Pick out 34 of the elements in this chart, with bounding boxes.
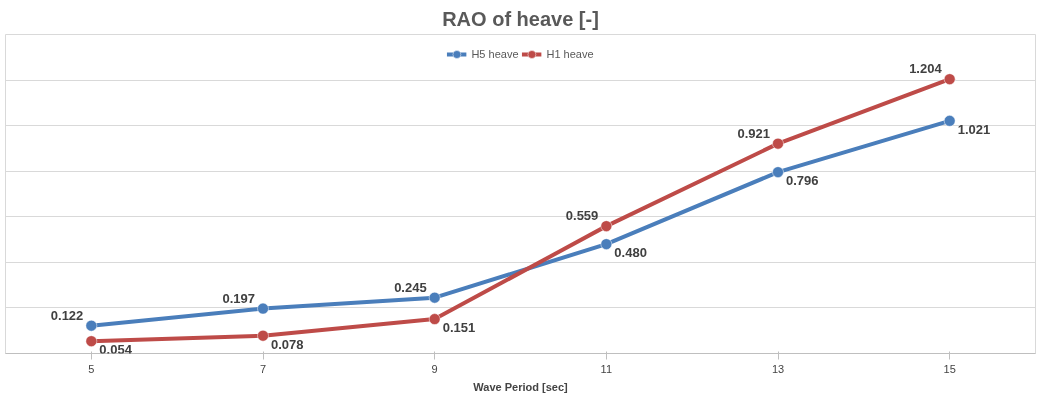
point (257, 329, 269, 342)
point (772, 166, 784, 178)
data-label: 0.245 (394, 279, 427, 295)
x-tick-label: 13 (771, 362, 785, 375)
point (943, 115, 956, 127)
data-label: 0.151 (442, 320, 476, 336)
x-tick-label: 5 (88, 362, 95, 375)
legend-label: H1 heave (546, 48, 594, 60)
data-label: 0.480 (614, 245, 647, 261)
x-axis-title: Wave Period [sec] (473, 380, 569, 393)
point (85, 335, 98, 347)
data-label: 1.021 (957, 121, 991, 137)
data-label: 0.559 (565, 208, 599, 224)
point (600, 238, 613, 250)
x-tick-label: 15 (943, 362, 956, 375)
data-label: 0.078 (271, 336, 304, 352)
x-tick-label: 7 (259, 362, 267, 375)
data-label: 0.921 (737, 125, 771, 141)
point (428, 313, 441, 325)
point (257, 302, 269, 315)
x-tick-label: 9 (431, 362, 438, 375)
point (943, 73, 956, 85)
point (85, 319, 98, 332)
point (772, 137, 784, 150)
chart-title: RAO of heave [-] (442, 7, 599, 30)
data-label: 1.204 (909, 61, 943, 77)
data-label: 0.122 (50, 307, 84, 323)
data-label: 0.197 (222, 290, 256, 306)
legend-label: H5 heave (471, 48, 519, 60)
data-label: 0.796 (786, 173, 819, 189)
data-label: 0.054 (99, 342, 133, 358)
x-tick-label: 11 (600, 362, 613, 375)
point (600, 220, 613, 232)
point (428, 291, 441, 304)
